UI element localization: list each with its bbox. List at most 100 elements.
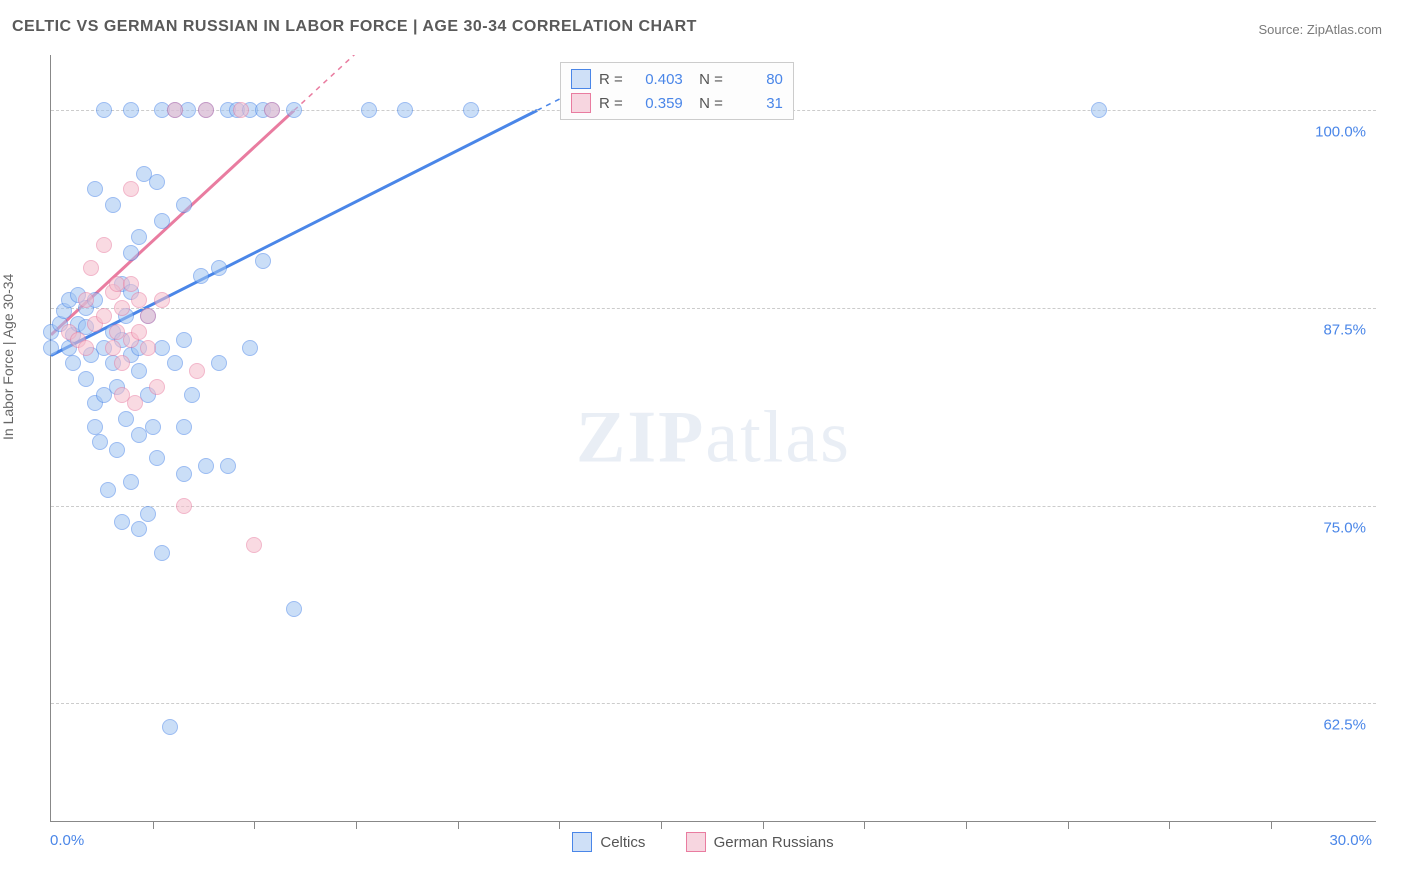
data-point [233,102,249,118]
data-point [1091,102,1107,118]
data-point [43,340,59,356]
data-point [105,340,121,356]
data-point [167,102,183,118]
data-point [193,268,209,284]
data-point [286,601,302,617]
data-point [87,419,103,435]
legend-row-pink: R = 0.359 N = 31 [571,91,783,115]
data-point [198,458,214,474]
swatch-blue [572,832,592,852]
y-tick-label: 62.5% [1323,717,1366,734]
n-value-pink: 31 [731,95,783,112]
watermark-rest: atlas [705,397,851,479]
data-point [154,545,170,561]
data-point [109,442,125,458]
n-label: N = [691,71,723,88]
data-point [211,355,227,371]
data-point [184,387,200,403]
n-value-blue: 80 [731,71,783,88]
data-point [167,355,183,371]
data-point [78,340,94,356]
data-point [131,229,147,245]
data-point [361,102,377,118]
x-tick [966,821,967,829]
data-point [246,537,262,553]
data-point [123,474,139,490]
legend-label-pink: German Russians [714,834,834,851]
y-tick-label: 87.5% [1323,322,1366,339]
x-tick [1068,821,1069,829]
x-tick [559,821,560,829]
legend-item-blue: Celtics [572,832,645,852]
data-point [87,181,103,197]
data-point [78,371,94,387]
data-point [176,498,192,514]
x-tick [356,821,357,829]
data-point [140,506,156,522]
grid-line [51,506,1376,507]
data-point [100,482,116,498]
n-label: N = [691,95,723,112]
data-point [198,102,214,118]
data-point [220,458,236,474]
data-point [96,308,112,324]
data-point [127,395,143,411]
data-point [105,197,121,213]
data-point [149,450,165,466]
data-point [114,514,130,530]
data-point [286,102,302,118]
y-axis-title: In Labor Force | Age 30-34 [0,274,16,440]
legend-label-blue: Celtics [600,834,645,851]
data-point [96,237,112,253]
data-point [154,213,170,229]
data-point [255,253,271,269]
trend-lines [51,55,1377,822]
x-tick [458,821,459,829]
scatter-plot-area: ZIPatlas 62.5%75.0%87.5%100.0% [50,55,1376,822]
chart-title: CELTIC VS GERMAN RUSSIAN IN LABOR FORCE … [12,18,697,36]
data-point [176,419,192,435]
r-label: R = [599,71,623,88]
x-tick [763,821,764,829]
legend-row-blue: R = 0.403 N = 80 [571,67,783,91]
r-value-blue: 0.403 [631,71,683,88]
swatch-pink [686,832,706,852]
data-point [96,102,112,118]
data-point [123,181,139,197]
watermark-bold: ZIP [576,397,705,479]
data-point [242,340,258,356]
data-point [463,102,479,118]
data-point [131,363,147,379]
correlation-legend: R = 0.403 N = 80 R = 0.359 N = 31 [560,62,794,120]
grid-line [51,308,1376,309]
r-label: R = [599,95,623,112]
data-point [176,332,192,348]
data-point [140,340,156,356]
swatch-pink [571,93,591,113]
x-tick [1271,821,1272,829]
data-point [145,419,161,435]
swatch-blue [571,69,591,89]
data-point [131,292,147,308]
data-point [83,260,99,276]
data-point [149,174,165,190]
data-point [123,102,139,118]
data-point [114,300,130,316]
data-point [92,434,108,450]
data-point [154,292,170,308]
data-point [162,719,178,735]
data-point [114,355,130,371]
x-tick [864,821,865,829]
data-point [397,102,413,118]
x-tick [1169,821,1170,829]
data-point [123,245,139,261]
x-tick [153,821,154,829]
source-attribution: Source: ZipAtlas.com [1258,22,1382,37]
watermark: ZIPatlas [576,396,851,481]
data-point [176,197,192,213]
data-point [149,379,165,395]
data-point [131,324,147,340]
series-legend: Celtics German Russians [0,832,1406,856]
data-point [118,411,134,427]
data-point [78,292,94,308]
